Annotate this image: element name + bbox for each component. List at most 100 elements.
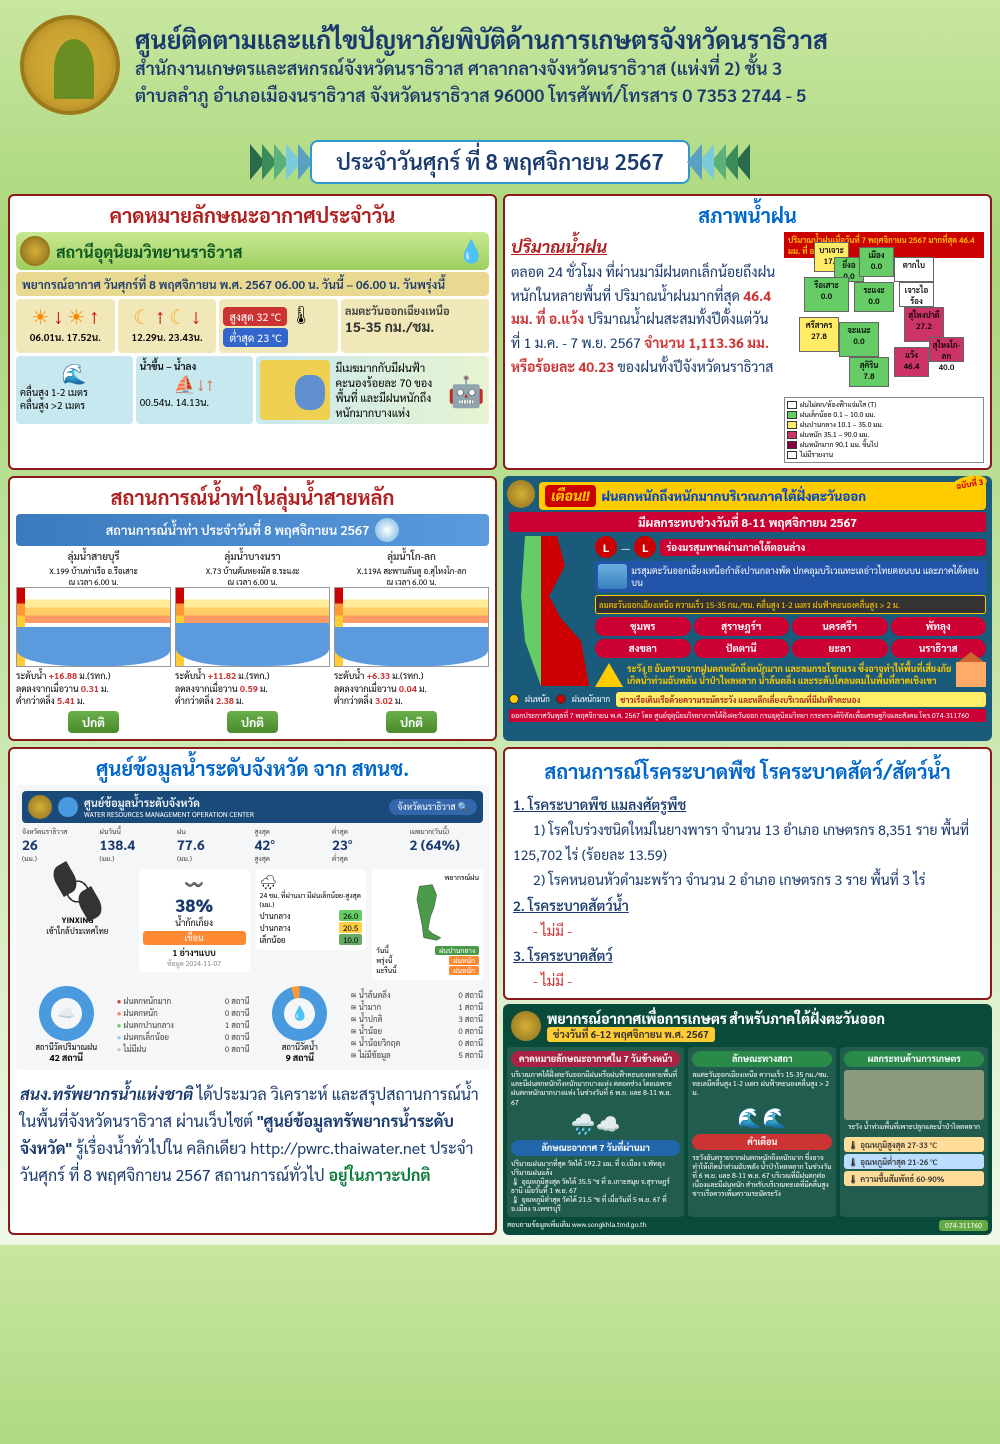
ag-title1: พยากรณ์อากาศเพื่อการเกษตร (547, 1010, 727, 1028)
page-header: ศูนย์ติดตามและแก้ไขปัญหาภัยพิบัติด้านการ… (0, 0, 1000, 130)
district-เจาะไอร้อง: เจาะไอร้อง (899, 282, 934, 307)
disease-none1: - ไม่มี - (513, 919, 982, 944)
boat-warning: ชาวเรือเดินเรือด้วยความระมัดระวัง และหลี… (616, 692, 986, 707)
sunrise-time: 06.01น. (30, 331, 64, 344)
province-badge: ยะลา (792, 639, 888, 658)
cloud-cell: มีเมฆมากกับมีฝนฟ้าคะนองร้อยละ 70 ของพื้น… (256, 356, 490, 424)
right-bottom-column: สถานการณ์โรคระบาดพืช โรคระบาดสัตว์/สัตว์… (503, 747, 992, 1235)
weather-bottom-grid: 🌊 คลื่นสูง 1-2 เมตร คลื่นสูง >2 เมตร น้ำ… (16, 356, 489, 424)
dashboard-content: ศูนย์ข้อมูลน้ำระดับจังหวัด WATER RESOURC… (16, 785, 489, 1070)
wave-cell: 🌊 คลื่นสูง 1-2 เมตร คลื่นสูง >2 เมตร (16, 356, 133, 424)
page-title: ศูนย์ติดตามและแก้ไขปัญหาภัยพิบัติด้านการ… (135, 22, 828, 55)
search-pill[interactable]: จังหวัดนราธิวาส 🔍 (389, 799, 477, 815)
district-ระแงะ: ระแงะ0.0 (854, 282, 894, 312)
water-icon (58, 797, 78, 817)
tide-high: 00.54น. (140, 396, 173, 409)
ag-box4-t: ระวังอันตรายจากฝนตกหนักถึงหนักมาก ซึ่งอา… (692, 1153, 832, 1198)
dash-logo-icon (28, 795, 52, 819)
station-logo-icon (20, 236, 50, 266)
ag-header: พยากรณ์อากาศเพื่อการเกษตร สำหรับภาคใต้ฝั… (507, 1008, 988, 1043)
dash-title-text: ศูนย์ข้อมูลน้ำระดับจังหวัด (84, 795, 383, 810)
station-banner: สถานีอุตุนิยมวิทยานราธิวาส 💧 (16, 232, 489, 270)
header-text: ศูนย์ติดตามและแก้ไขปัญหาภัยพิบัติด้านการ… (135, 22, 828, 109)
river-station: ลุ่มน้ำโก-ลกX.119A สะพานลันตู อ.สุไหงโก-… (334, 550, 489, 733)
moonrise-time: 12.29น. (131, 331, 165, 344)
warn-subtitle: มีผลกระทบช่วงวันที่ 8-11 พฤศจิกายน 2567 (509, 512, 986, 532)
forecast-map-widget: พยากรณ์ฝน วันนี้ฝนปานกลางพรุ่งนี้ฝนหนักม… (372, 869, 483, 980)
water-levels-list: ≋ น้ำล้นตลิ่ง0 สถานี≋ น้ำมาก1 สถานี≋ น้ำ… (350, 988, 483, 1061)
typhoon-widget: YINXING เข้าใกล้ประเทศไทย (22, 869, 133, 936)
dam-date: ข้อมูล 2024-11-07 (143, 959, 246, 968)
donut1-val: 42 สถานี (22, 1052, 111, 1064)
dam-label: น้ำกักเก็ยง (143, 917, 246, 929)
donut2-label: สถานีวัดน้ำ (256, 1041, 345, 1052)
disease-d2: 2) โรคหนอนหัวดำมะพร้าว จำนวน 2 อำเภอ เกษ… (513, 868, 982, 893)
ag-phone: 074-311760 (939, 1220, 988, 1231)
ne-wind-icon (598, 564, 627, 589)
ag-box-impact: ผลกระทบด้านการเกษตร ระวัง น้ำท่วมพื้นที่… (840, 1047, 988, 1217)
donut-rain-icon: ☁️ (39, 986, 94, 1041)
ne-monsoon-row: มรสุมตะวันออกเฉียงเหนือกำลังปานกลางพัด ป… (595, 561, 986, 592)
ag-box1-t: บริเวณภาคใต้ฝั่งตะวันออกมีฝนหรือฝนฟ้าคะน… (511, 1070, 680, 1106)
ag-box3-h: ลักษณะทางสถา (692, 1051, 832, 1067)
weather-title: คาดหมายลักษณะอากาศประจำวัน (16, 202, 489, 228)
ag-box-forecast: คาดหมายลักษณะอากาศใน 7 วันข้างหน้า บริเว… (507, 1047, 684, 1217)
sunset-time: 17.52น. (67, 331, 101, 344)
ag-box3-t: ลมตะวันออกเฉียงเหนือ ความเร็ว 15-35 กม./… (692, 1070, 832, 1097)
ag-logo-icon (511, 1011, 541, 1041)
dam-count: 1 อ่างฯแบบ (143, 947, 246, 959)
dot-yellow-label: ฝนหนัก (525, 693, 550, 704)
address-line-1: สำนักงานเกษตรและสหกรณ์จังหวัดนราธิวาส ศา… (135, 55, 828, 82)
ag-weather-panel: พยากรณ์อากาศเพื่อการเกษตร สำหรับภาคใต้ฝั… (503, 1004, 992, 1235)
temp-low: ต่ำสุด 23 °C (223, 328, 287, 347)
dfp5: อยู่ในภาวะปกติ (328, 1164, 430, 1185)
rain-dots-legend: ฝนหนัก ฝนหนักมาก ชาวเรือเดินเรือด้วยความ… (509, 690, 986, 707)
rain-text: ปริมาณน้ำฝน ตลอด 24 ชั่วโมง ที่ผ่านมามีฝ… (511, 232, 776, 462)
dam-status: เขื่อน (143, 931, 246, 945)
rain-t3: ของฝนทั้งปีจังหวัดนราธิวาส (617, 358, 773, 376)
warn-right-content: L — L ร่องมรสุมพาดผ่านภาคใต้ตอนล่าง มรสุ… (595, 536, 986, 687)
rain-map: ปริมาณน้ำฝนเมื่อวันที่ 7 พฤศจิกายน 2567 … (784, 232, 984, 462)
rain24-widget: 🌧 24 ชม. ที่ผ่านมา มีฝนเล็กน้อย-สูงสุด (… (256, 869, 367, 950)
temp-cell: สูงสุด 32 °C 🌡 ต่ำสุด 23 °C (219, 299, 337, 353)
temp-high: สูงสุด 32 °C (223, 307, 287, 326)
dam-widget: 〰️ 38% น้ำกักเก็ยง เขื่อน 1 อ่างฯแบบ ข้อ… (139, 869, 250, 972)
rain-panel: สภาพน้ำฝน ปริมาณน้ำฝน ตลอด 24 ชั่วโมง ที… (503, 194, 992, 470)
river-title: สถานการณ์น้ำท่าในลุ่มน้ำสายหลัก (16, 484, 489, 510)
province-badges: ชุมพรสุราษฎร์ฯนครศรีฯพัทลุงสงขลาปัตตานีย… (595, 617, 986, 658)
river-header: สถานการณ์น้ำท่า ประจำวันที่ 8 พฤศจิกายน … (16, 514, 489, 546)
province-badge: ชุมพร (595, 617, 691, 636)
district-สุไหงโก-ลก: สุไหงโก-ลก40.0 (929, 337, 964, 362)
ag-grid: คาดหมายลักษณะอากาศใน 7 วันข้างหน้า บริเว… (507, 1047, 988, 1217)
typhoon-sub: เข้าใกล้ประเทศไทย (22, 925, 133, 936)
district-จะแนะ: จะแนะ0.0 (839, 322, 879, 357)
weather-icons-grid: ☀↓☀↑ 06.01น. 17.52น. ☾↑☾↓ 12.29น. 23.43น… (16, 299, 489, 353)
river-grid: ลุ่มน้ำสายบุรีX.199 บ้านท่าเรือ อ.รือเสา… (16, 550, 489, 733)
tide-label: น้ำขึ้น – น้ำลง (140, 360, 249, 373)
province-map: บาเจาะ17.6ยี่งอ0.0เมือง0.0ตากใบรือเสาะ0.… (784, 232, 984, 397)
dot-red-icon (556, 694, 566, 704)
ag-box-sea: ลักษณะทางสถา ลมตะวันออกเฉียงเหนือ ความเร… (688, 1047, 836, 1217)
warning-panel: เตือน!! ฝนตกหนักถึงหนักมากบริเวณภาคใต้ฝั… (503, 476, 992, 741)
forecast-label: พยากรณ์ฝน (376, 873, 479, 882)
low-l-icon: L (595, 536, 617, 558)
wind-cell: ลมตะวันออกเฉียงเหนือ 15-35 กม./ชม. (341, 299, 489, 353)
thailand-map-icon (403, 882, 453, 942)
agency-logo (20, 15, 120, 115)
address-line-2: ตำบลลำภู อำเภอเมืองนราธิวาส จังหวัดนราธิ… (135, 82, 828, 109)
district-รือเสาะ: รือเสาะ0.0 (804, 277, 849, 312)
house-flood-icon (956, 662, 986, 687)
rain-section-title: ปริมาณน้ำฝน (511, 232, 776, 261)
river-station: ลุ่มน้ำสายบุรีX.199 บ้านท่าเรือ อ.รือเสา… (16, 550, 171, 733)
disease-s3: 3. โรคระบาดสัตว์ (513, 944, 982, 969)
province-badge: นครศรีฯ (792, 617, 888, 636)
ag-footer: สอบถามข้อมูลเพิ่มเติม www.songkhla.tmd.g… (507, 1220, 988, 1231)
donut2-val: 9 สถานี (256, 1052, 345, 1064)
typhoon-icon (55, 869, 100, 914)
disease-s2: 2. โรคระบาดสัตว์น้ำ (513, 894, 982, 919)
river-station: ลุ่มน้ำบางนราX.73 บ้านต้นหยงมัส อ.ระแงะณ… (175, 550, 330, 733)
donut1-label: สถานีวัดปริมาณฝน (22, 1041, 111, 1052)
disease-panel: สถานการณ์โรคระบาดพืช โรคระบาดสัตว์/สัตว์… (503, 747, 992, 1001)
rain-title: สภาพน้ำฝน (511, 202, 984, 228)
wind-speed: 15-35 กม./ชม. (345, 318, 485, 336)
